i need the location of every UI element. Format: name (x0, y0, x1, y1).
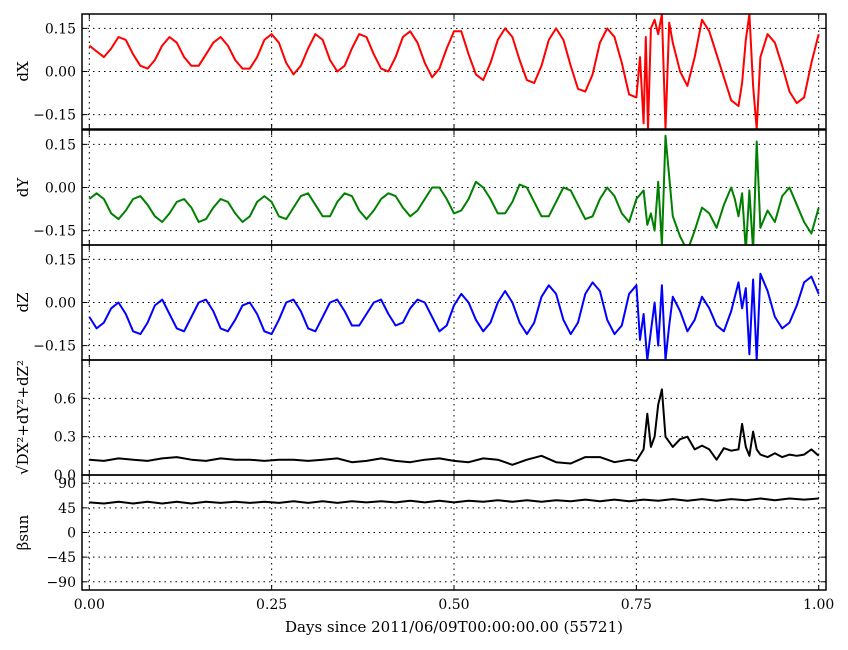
x-tick-label-3: 0.75 (621, 597, 652, 613)
y-axis-label-beta: βsun (14, 514, 32, 550)
y-tick-label-dr-1: 0.3 (54, 430, 76, 446)
panel-beta: 90 45 0 −45 −90 βsun (14, 474, 827, 591)
x-tick-label-4: 1.00 (803, 597, 834, 613)
y-tick-label-dy-2: −0.15 (33, 224, 76, 240)
y-tick-label-beta-1: 45 (58, 501, 76, 517)
y-tick-label-dr-0: 0.6 (54, 391, 76, 407)
y-tick-label-dz-0: 0.15 (45, 252, 76, 268)
y-axis-label-dz: dZ (14, 292, 32, 312)
y-tick-label-dz-2: −0.15 (33, 339, 76, 355)
series-line-dy-0 (88, 134, 820, 245)
x-tick-label-0: 0.00 (74, 597, 105, 613)
chart-panels: 0.150.00−0.15dX0.150.00−0.15dY0.150.00−0… (14, 13, 834, 613)
y-tick-label-dr-2: 0.0 (54, 468, 76, 484)
series-line-dx-0 (88, 14, 820, 129)
y-tick-label-dy-0: 0.15 (45, 137, 76, 153)
y-axis-label-dx: dX (14, 61, 32, 82)
x-tick-label-1: 0.25 (256, 597, 287, 613)
y-tick-label-dx-0: 0.15 (45, 21, 76, 37)
x-axis-label: Days since 2011/06/09T00:00:00.00 (55721… (285, 618, 623, 636)
y-tick-label-beta-0: 90 (58, 476, 76, 492)
series-line-dr-0 (89, 388, 820, 466)
y-axis-label-dr: √DX²+dY²+dZ² (14, 360, 32, 475)
y-tick-label-beta-4: −90 (46, 575, 76, 591)
y-tick-label-beta-3: −45 (46, 550, 76, 566)
series-line-beta-0 (89, 497, 819, 505)
y-tick-label-dx-2: −0.15 (33, 108, 76, 124)
x-tick-label-2: 0.50 (438, 597, 469, 613)
panel-dx: 0.15 0.00 −0.15 dX (14, 13, 827, 130)
series-line-dz-0 (88, 272, 820, 360)
y-tick-label-dx-1: 0.00 (45, 65, 76, 81)
y-tick-label-dz-1: 0.00 (45, 296, 76, 312)
y-tick-label-beta-2: 0 (67, 526, 76, 542)
y-tick-label-dy-1: 0.00 (45, 181, 76, 197)
y-axis-label-dy: dY (14, 177, 32, 198)
